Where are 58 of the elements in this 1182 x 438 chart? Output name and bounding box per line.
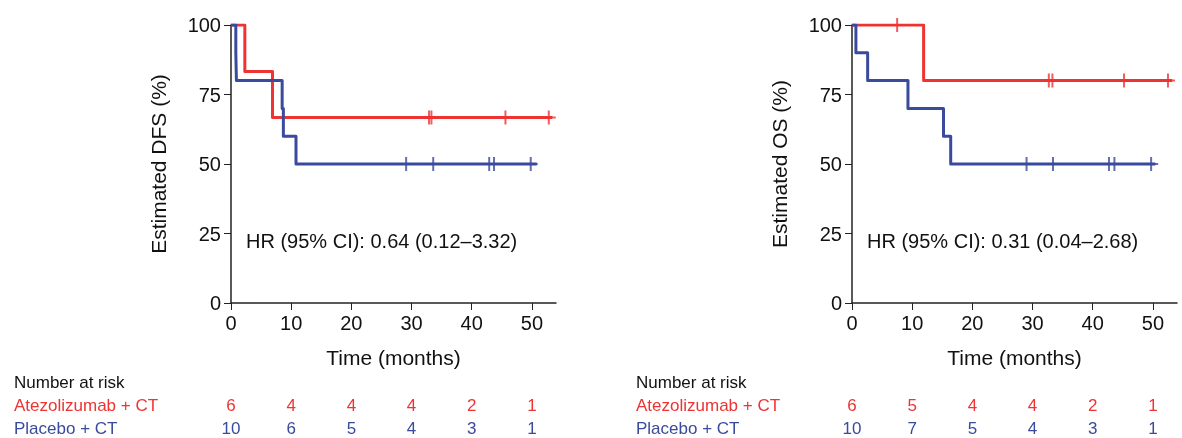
text: 4 [967,396,978,415]
y-tick-label: 100 [808,14,842,36]
text: 6 [226,396,236,415]
text: Atezolizumab + CT [636,396,781,415]
text: 5 [967,419,978,438]
text: Placebo + CT [636,419,740,438]
text: Number at risk [636,373,748,392]
x-tick-label: 30 [1021,312,1044,334]
annotation: HR (95% CI): 0.64 (0.12–3.32) [246,230,518,252]
y-axis-title: Estimated DFS (%) [147,74,170,254]
text: 3 [1088,419,1098,438]
text: 5 [346,419,357,438]
text: 1 [1148,396,1158,415]
text: 4 [406,419,417,438]
y-axis-title: Estimated OS (%) [768,79,791,249]
x-tick-label: 40 [1081,312,1104,334]
text: 10 [221,419,241,438]
x-tick-label: 0 [225,312,237,334]
y-tick-label: 75 [198,83,221,106]
x-tick-label: 10 [280,312,303,334]
text: 4 [346,396,357,415]
x-tick-label: 50 [520,312,544,334]
text: Atezolizumab + CT [14,396,159,415]
x-tick-label: 40 [460,312,483,334]
text: 1 [527,419,537,438]
text: 1 [1148,419,1158,438]
text: 1 [527,396,537,415]
y-tick-label: 50 [198,153,221,175]
y-tick-label: 75 [819,83,842,106]
annotation: HR (95% CI): 0.31 (0.04–2.68) [867,230,1139,252]
x-tick-label: 30 [400,312,423,334]
x-tick-label: 50 [1141,312,1165,334]
y-tick-label: 0 [209,292,221,314]
text: 2 [467,396,477,415]
text: Number at risk [14,373,126,392]
x-tick-label: 10 [901,312,924,334]
text: 6 [286,419,296,438]
x-tick-label: 20 [961,312,984,334]
text: 5 [907,396,917,415]
text: 7 [907,419,917,438]
text: 4 [286,396,296,415]
text: 3 [467,419,477,438]
y-tick-label: 50 [819,153,842,175]
text: 4 [1027,419,1038,438]
text: 4 [1027,396,1038,415]
text: 10 [842,419,862,438]
x-axis-title: Time (months) [326,346,461,369]
text: 2 [1088,396,1098,415]
text: Placebo + CT [14,419,118,438]
y-tick-label: 25 [819,222,842,245]
x-tick-label: 20 [340,312,363,334]
text: 6 [847,396,857,415]
x-axis-title: Time (months) [947,346,1082,369]
y-tick-label: 0 [830,292,842,314]
y-tick-label: 25 [198,222,221,245]
x-tick-label: 0 [846,312,858,334]
y-tick-label: 100 [187,14,221,36]
text: 4 [406,396,417,415]
